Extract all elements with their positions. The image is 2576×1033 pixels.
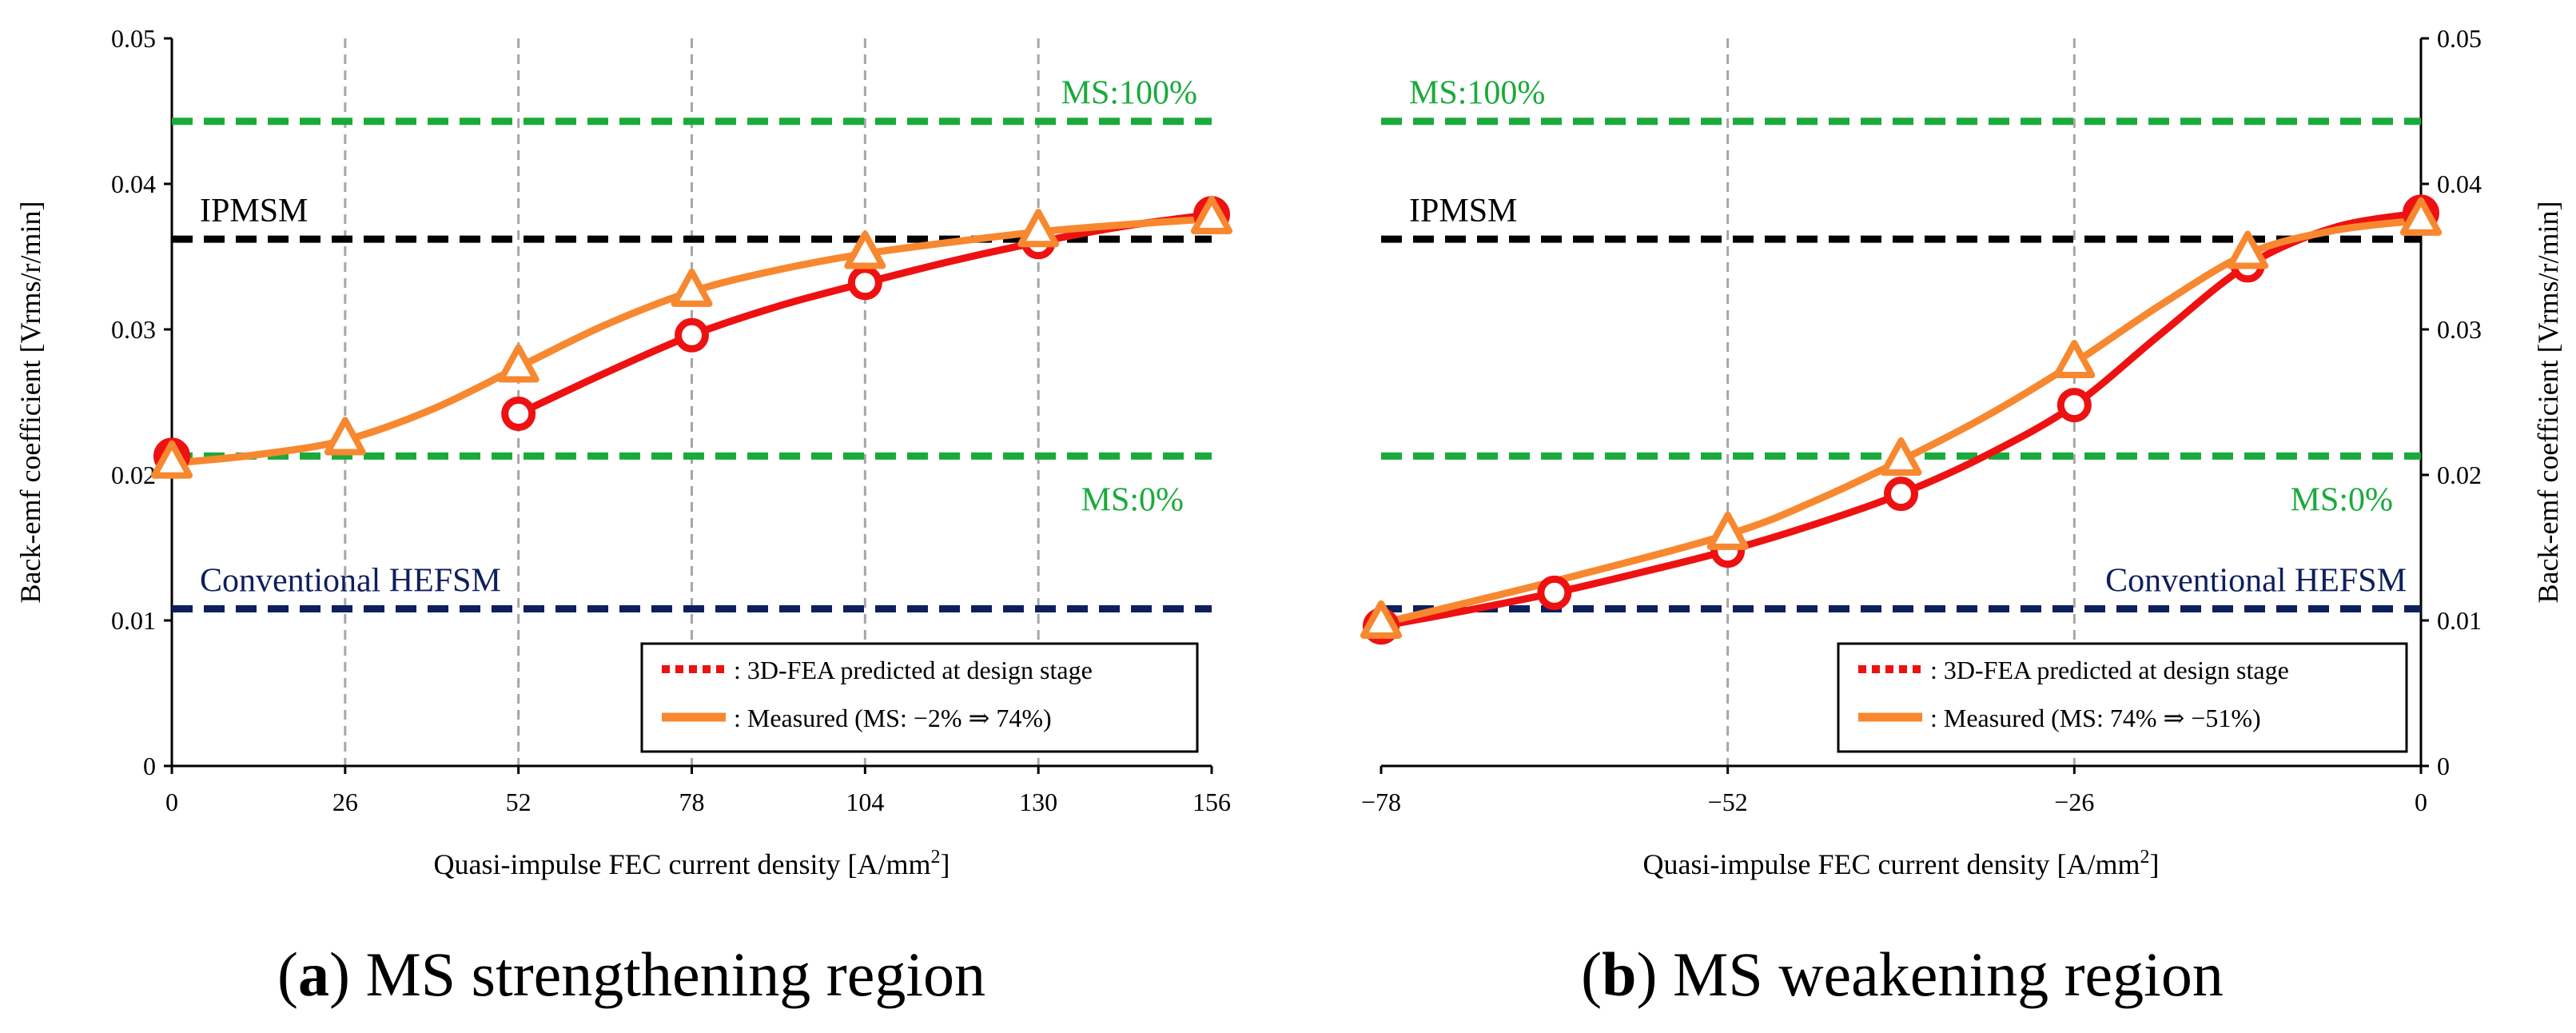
y-axis-label: Back-emf coefficient [Vrms/r/min] [14, 201, 46, 604]
y-tick-label: 0.03 [2437, 315, 2482, 344]
y-tick-label: 0.03 [111, 315, 156, 344]
caption-text: MS strengthening region [350, 939, 985, 1009]
x-axis-label-end: ] [940, 848, 950, 880]
reference-line-label: MS:100% [1409, 75, 1545, 112]
panel-caption: (a) MS strengthening region [277, 939, 985, 1009]
x-axis-label-end: ] [2149, 848, 2159, 880]
x-tick-label: −26 [2054, 788, 2094, 816]
chart-a: 0 0.01 0.02 0.03 0.04 0.05 0 26 52 78 104 130 156 MS:… [14, 24, 1232, 1009]
measured-data-point [1017, 209, 1060, 248]
legend-entry-label: : Measured (MS: 74% ⇒ −51%) [1930, 704, 2261, 732]
chart-b: 0 0.01 0.02 0.03 0.04 0.05 −78 −52 −26 0 MS:100% IP… [1360, 24, 2564, 1009]
y-tick-label: 0 [2437, 752, 2450, 780]
reference-line-label: MS:100% [1061, 75, 1197, 112]
caption-letter: b [1602, 939, 1636, 1009]
y-tick-label: 0.02 [111, 461, 156, 489]
x-axis-label-sup: 2 [930, 847, 940, 867]
y-axis-label: Back-emf coefficient [Vrms/r/min] [2532, 201, 2564, 604]
caption-paren-close: ) [329, 939, 350, 1009]
caption-paren-open: ( [277, 939, 298, 1009]
fea-data-point [847, 265, 882, 301]
legend: : 3D-FEA predicted at design stage : Meas… [640, 642, 1199, 753]
measured-endpoint-marker [1191, 195, 1232, 234]
reference-line-label: MS:0% [2291, 481, 2393, 518]
fea-data-point [1884, 477, 1918, 512]
measured-data-point [2053, 340, 2096, 379]
caption-text: MS weakening region [1657, 939, 2223, 1009]
x-tick-label: 52 [506, 788, 532, 816]
legend-entry-label: : 3D-FEA predicted at design stage [734, 656, 1093, 684]
reference-line-label: Conventional HEFSM [200, 562, 501, 599]
panel-caption: (b) MS weakening region [1581, 939, 2224, 1009]
x-tick-label: 130 [1019, 788, 1057, 816]
y-tick-label: 0 [143, 752, 156, 780]
x-axis-label-sup: 2 [2140, 847, 2149, 867]
legend-entry-label: : Measured (MS: −2% ⇒ 74%) [734, 704, 1052, 732]
x-axis-label: Quasi-impulse FEC current density [A/mm2… [434, 847, 950, 880]
y-tick-label: 0.01 [2437, 606, 2482, 635]
x-tick-label: 0 [2415, 788, 2427, 816]
x-tick-label: −52 [1708, 788, 1748, 816]
measured-data-point [1880, 437, 1922, 476]
y-tick-label: 0.01 [111, 606, 156, 635]
measured-data-point [324, 417, 366, 456]
legend-box [640, 642, 1199, 753]
y-tick-label: 0.04 [111, 170, 156, 198]
reference-line-label: MS:0% [1081, 481, 1184, 518]
y-tick-label: 0.05 [2437, 24, 2482, 53]
fea-data-point [1537, 575, 1572, 610]
x-axis-label-main: Quasi-impulse FEC current density [A/mm [434, 848, 931, 880]
caption-letter: a [298, 939, 329, 1009]
x-tick-label: 78 [679, 788, 705, 816]
x-axis-label-main: Quasi-impulse FEC current density [A/mm [1643, 848, 2140, 880]
x-axis-label: Quasi-impulse FEC current density [A/mm2… [1643, 847, 2160, 880]
caption-paren-close: ) [1637, 939, 1658, 1009]
measured-endpoint-marker [2400, 197, 2442, 236]
measured-endpoint-marker [151, 440, 193, 479]
measured-data-point [497, 344, 539, 383]
measured-endpoint-marker [1360, 600, 1402, 639]
x-tick-label: 0 [165, 788, 178, 816]
reference-line-label: Conventional HEFSM [2105, 562, 2407, 599]
fea-data-point [501, 397, 536, 432]
measured-data-point [671, 268, 713, 307]
x-tick-label: 26 [332, 788, 358, 816]
x-tick-label: 104 [846, 788, 884, 816]
fea-data-point [675, 317, 709, 353]
fea-data-point [2056, 388, 2092, 423]
measured-data-point [844, 230, 886, 269]
reference-line-label: IPMSM [200, 193, 308, 229]
caption-paren-open: ( [1581, 939, 1602, 1009]
legend: : 3D-FEA predicted at design stage : Meas… [1837, 642, 2408, 753]
x-tick-label: −78 [1361, 788, 1401, 816]
legend-entry-label: : 3D-FEA predicted at design stage [1930, 656, 2289, 684]
y-tick-label: 0.02 [2437, 461, 2482, 489]
y-tick-label: 0.04 [2437, 170, 2482, 198]
y-tick-label: 0.05 [111, 24, 156, 53]
measured-data-point [2227, 230, 2269, 269]
legend-box [1837, 642, 2408, 753]
x-tick-label: 156 [1192, 788, 1231, 816]
measured-data-point [1706, 511, 1749, 550]
reference-line-label: IPMSM [1409, 193, 1517, 229]
